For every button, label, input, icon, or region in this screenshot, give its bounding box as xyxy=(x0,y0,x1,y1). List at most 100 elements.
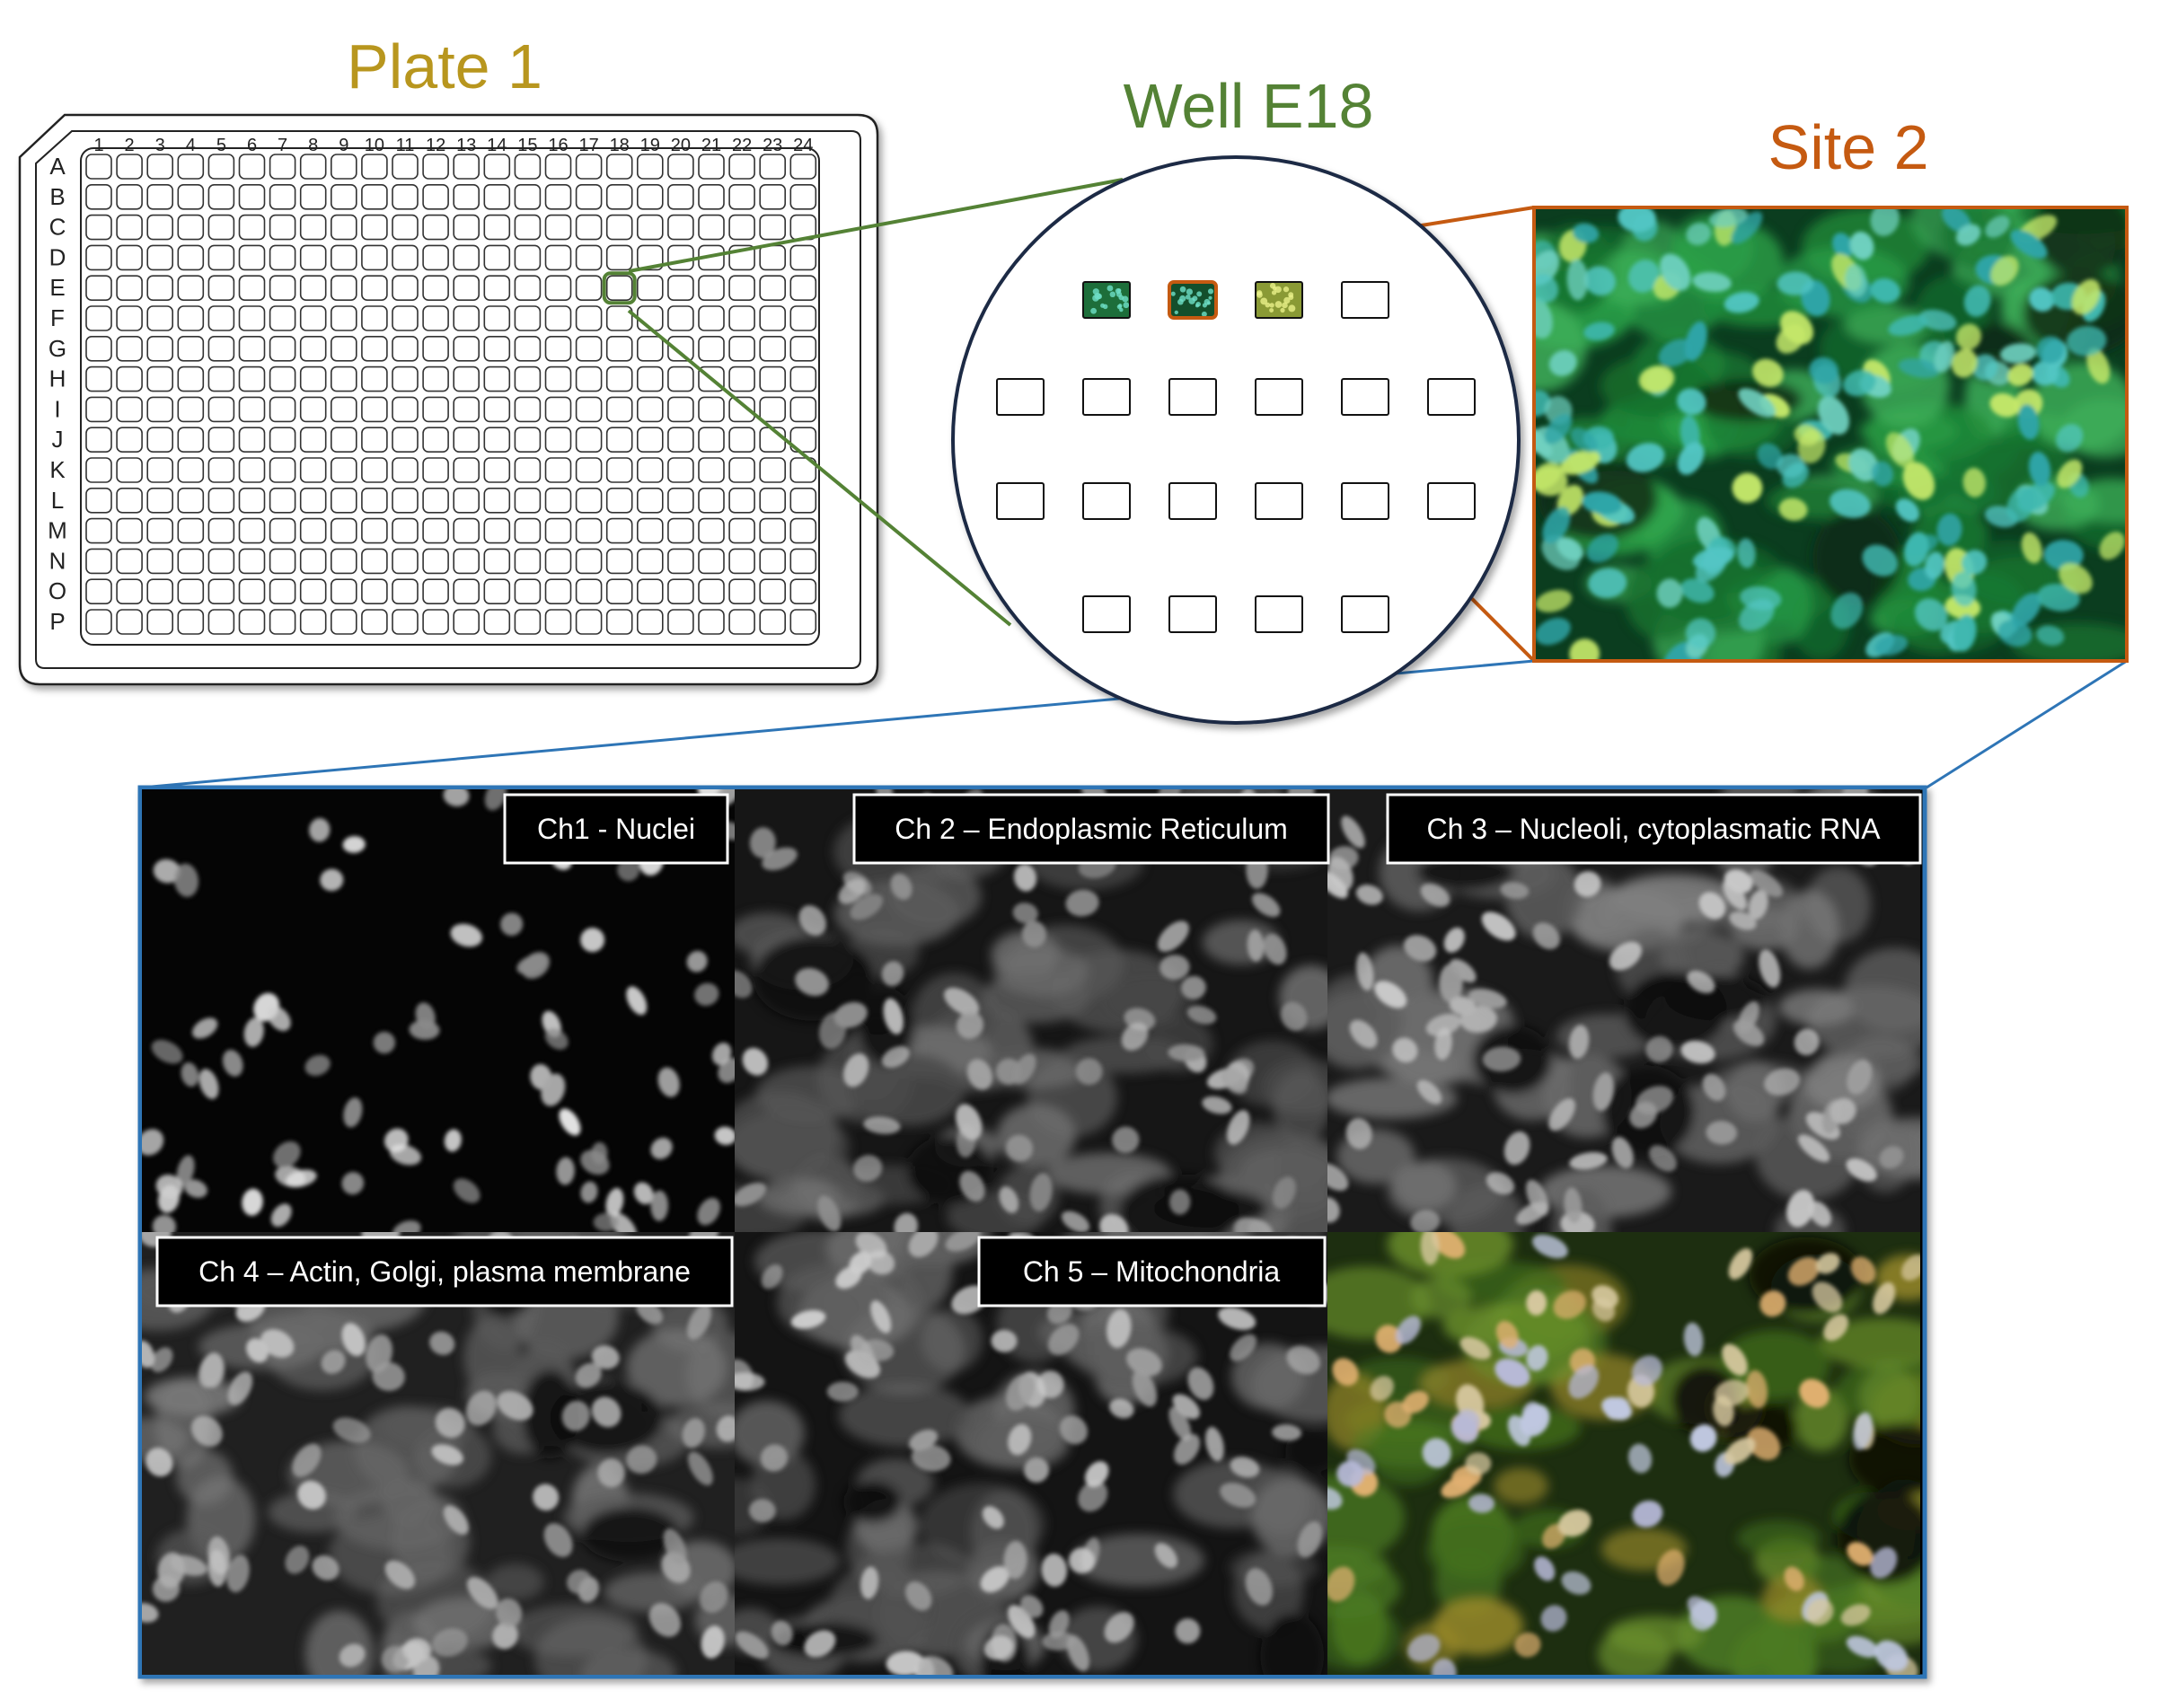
plate-well xyxy=(483,396,511,423)
column-label: 17 xyxy=(578,136,598,155)
plate-well xyxy=(177,184,205,210)
plate-well xyxy=(728,578,755,605)
plate-well xyxy=(330,214,357,241)
plate-well xyxy=(728,548,755,575)
plate-well xyxy=(789,487,817,514)
plate-well xyxy=(330,154,357,180)
plate-well xyxy=(422,427,449,453)
row-label: F xyxy=(50,304,65,331)
plate-well xyxy=(575,214,603,241)
plate-well xyxy=(85,578,112,605)
plate-well xyxy=(85,396,112,423)
plate-well xyxy=(330,548,357,575)
plate-well xyxy=(299,548,327,575)
plate-well xyxy=(146,154,173,180)
plate-well xyxy=(392,335,419,362)
column-label: 20 xyxy=(671,136,691,155)
plate-well xyxy=(207,244,235,271)
plate-well xyxy=(146,517,173,544)
column-label: 7 xyxy=(278,136,287,155)
plate-well xyxy=(667,305,694,331)
row-label: N xyxy=(49,547,66,574)
plate-well xyxy=(238,214,266,241)
channel-label-3-text: Ch 3 – Nucleoli, cytoplasmatic RNA xyxy=(1426,813,1881,845)
plate-well xyxy=(299,335,327,362)
plate-well xyxy=(575,244,603,271)
plate-well xyxy=(238,548,266,575)
channel-label-3: Ch 3 – Nucleoli, cytoplasmatic RNA xyxy=(1386,793,1922,865)
plate-well xyxy=(361,275,388,302)
plate-well xyxy=(698,427,725,453)
plate-well xyxy=(177,517,205,544)
plate-well xyxy=(514,305,542,331)
plate-well xyxy=(698,184,725,210)
plate-well xyxy=(789,578,817,605)
plate-well xyxy=(636,154,664,180)
plate-well xyxy=(789,335,817,362)
plate-well xyxy=(238,244,266,271)
plate-well xyxy=(789,548,817,575)
plate-well xyxy=(544,427,572,453)
plate-well xyxy=(146,487,173,514)
plate-well xyxy=(269,427,296,453)
plate-well xyxy=(698,578,725,605)
plate-well xyxy=(422,154,449,180)
site-title: Site 2 xyxy=(1768,112,1929,182)
plate-well xyxy=(269,365,296,392)
plate-well xyxy=(269,396,296,423)
plate-well xyxy=(453,365,481,392)
plate-well xyxy=(146,609,173,635)
plate-well xyxy=(116,487,143,514)
plate-well xyxy=(605,275,633,302)
plate-well xyxy=(392,396,419,423)
highlighted-well xyxy=(602,271,637,305)
merged-composite-image xyxy=(1327,1232,1920,1675)
plate-well xyxy=(330,184,357,210)
plate-well xyxy=(667,396,694,423)
plate-well xyxy=(177,275,205,302)
plate-well xyxy=(605,335,633,362)
plate-well xyxy=(207,487,235,514)
plate-well xyxy=(361,244,388,271)
plate-well xyxy=(207,609,235,635)
site-grid xyxy=(996,280,1476,633)
plate-well xyxy=(146,548,173,575)
plate-well xyxy=(759,457,787,483)
plate-well xyxy=(575,184,603,210)
plate-well xyxy=(605,517,633,544)
plate-well xyxy=(636,427,664,453)
plate-well xyxy=(483,427,511,453)
plate-well xyxy=(636,396,664,423)
plate-well xyxy=(759,184,787,210)
site-5 xyxy=(996,378,1045,416)
plate-well xyxy=(422,214,449,241)
plate-well xyxy=(605,305,633,331)
plate-well xyxy=(759,396,787,423)
plate-well xyxy=(269,184,296,210)
plate-well xyxy=(544,275,572,302)
plate-well xyxy=(177,487,205,514)
plate-well xyxy=(177,427,205,453)
plate-well xyxy=(667,427,694,453)
plate-well xyxy=(698,275,725,302)
plate-well xyxy=(514,275,542,302)
plate-well xyxy=(146,457,173,483)
plate-well xyxy=(759,609,787,635)
plate-well xyxy=(146,275,173,302)
composite-fluorescence-image xyxy=(1534,207,2127,661)
plate-well xyxy=(207,305,235,331)
plate-well xyxy=(453,487,481,514)
plate-well xyxy=(728,365,755,392)
plate-well xyxy=(483,305,511,331)
plate-well xyxy=(698,305,725,331)
plate-well xyxy=(667,335,694,362)
well-title: Well E18 xyxy=(1124,71,1374,141)
plate-well xyxy=(483,365,511,392)
row-label: M xyxy=(48,517,67,544)
row-label: A xyxy=(49,153,66,180)
plate-well xyxy=(514,365,542,392)
plate-well xyxy=(605,365,633,392)
plate-well xyxy=(422,517,449,544)
column-label: 24 xyxy=(793,136,813,155)
